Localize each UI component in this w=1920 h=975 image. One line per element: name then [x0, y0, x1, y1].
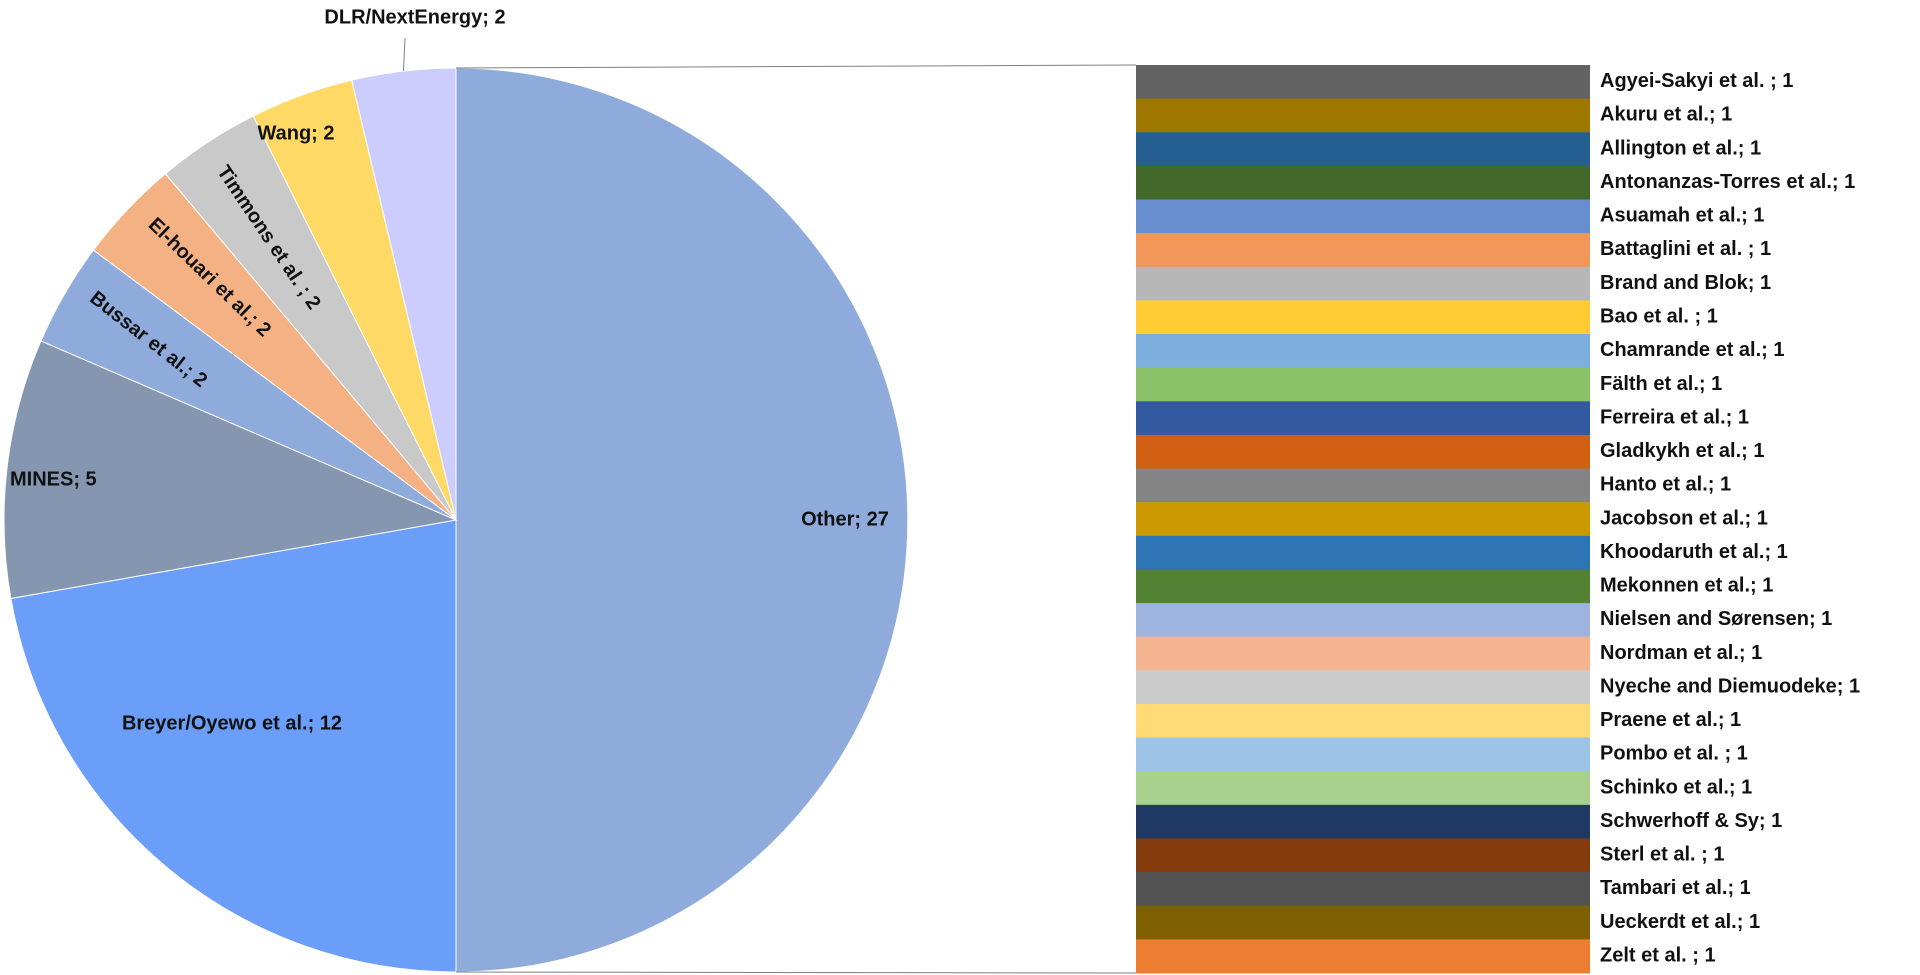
bar-segment-antonanzas-torres-et-al-1 [1136, 165, 1590, 201]
bar-label-battaglini-et-al-1: Battaglini et al. ; 1 [1600, 238, 1771, 260]
bar-label-schinko-et-al-1: Schinko et al.; 1 [1600, 776, 1752, 798]
bar-label-khoodaruth-et-al-1: Khoodaruth et al.; 1 [1600, 541, 1788, 563]
bar-segment-zelt-et-al-1 [1136, 939, 1590, 974]
bar-segment-f-lth-et-al-1 [1136, 367, 1590, 402]
bar-segment-akuru-et-al-1 [1136, 98, 1590, 133]
bar-label-jacobson-et-al-1: Jacobson et al.; 1 [1600, 507, 1768, 529]
bar-label-ueckerdt-et-al-1: Ueckerdt et al.; 1 [1600, 911, 1760, 933]
bar-label-tambari-et-al-1: Tambari et al.; 1 [1600, 877, 1751, 899]
bar-label-akuru-et-al-1: Akuru et al.; 1 [1600, 104, 1732, 126]
bar-segment-asuamah-et-al-1 [1136, 199, 1590, 234]
bar-segment-allington-et-al-1 [1136, 132, 1590, 167]
bar-segment-nyeche-and-diemuodeke-1 [1136, 670, 1590, 705]
bar-segment-sterl-et-al-1 [1136, 838, 1590, 873]
bar-label-zelt-et-al-1: Zelt et al. ; 1 [1600, 944, 1716, 966]
bar-label-bao-et-al-1: Bao et al. ; 1 [1600, 306, 1718, 328]
connector-lines [403, 37, 1137, 974]
bar-segment-praene-et-al-1 [1136, 703, 1590, 739]
bar-segment-ueckerdt-et-al-1 [1136, 905, 1590, 940]
bar-segment-hanto-et-al-1 [1136, 468, 1590, 503]
bar-segment-jacobson-et-al-1 [1136, 502, 1590, 537]
bar-label-f-lth-et-al-1: Fälth et al.; 1 [1600, 373, 1722, 395]
bar-segment-brand-and-blok-1 [1136, 266, 1590, 301]
breakdown-bar [1136, 65, 1590, 974]
bar-segment-pombo-et-al-1 [1136, 737, 1590, 772]
bar-segment-battaglini-et-al-1 [1136, 233, 1590, 268]
pie-slice-mines [3, 340, 458, 600]
connector-top [455, 64, 1137, 69]
pie-slice-breyer-oyewo-et-al [10, 519, 457, 973]
breakdown-labels: Agyei-Sakyi et al. ; 1 Akuru et al.; 1 All… [1600, 70, 1860, 966]
bar-label-chamrande-et-al-1: Chamrande et al.; 1 [1600, 339, 1785, 361]
pie-label-mines: MINES; 5 [10, 468, 97, 490]
bar-label-asuamah-et-al-1: Asuamah et al.; 1 [1600, 205, 1765, 227]
bar-label-allington-et-al-1: Allington et al.; 1 [1600, 137, 1761, 159]
connector-bottom [455, 971, 1137, 974]
pie-label-other: Other; 27 [801, 508, 889, 530]
bar-label-gladkykh-et-al-1: Gladkykh et al.; 1 [1600, 440, 1765, 462]
bar-segment-khoodaruth-et-al-1 [1136, 535, 1590, 570]
bar-label-brand-and-blok-1: Brand and Blok; 1 [1600, 272, 1771, 294]
bar-label-praene-et-al-1: Praene et al.; 1 [1600, 709, 1741, 731]
bar-label-nielsen-and-s-rensen-1: Nielsen and Sørensen; 1 [1600, 608, 1832, 630]
bar-label-antonanzas-torres-et-al-1: Antonanzas-Torres et al.; 1 [1600, 171, 1855, 193]
bar-segment-schwerhoff-sy-1 [1136, 804, 1590, 839]
bar-label-nyeche-and-diemuodeke-1: Nyeche and Diemuodeke; 1 [1600, 675, 1860, 697]
bar-segment-nordman-et-al-1 [1136, 636, 1590, 671]
bar-label-schwerhoff-sy-1: Schwerhoff & Sy; 1 [1600, 810, 1782, 832]
pie-slice-other [455, 67, 909, 973]
bar-label-sterl-et-al-1: Sterl et al. ; 1 [1600, 844, 1725, 866]
bar-segment-tambari-et-al-1 [1136, 872, 1590, 907]
bar-segment-nielsen-and-s-rensen-1 [1136, 603, 1590, 638]
pie-slices [3, 67, 909, 973]
bar-label-nordman-et-al-1: Nordman et al.; 1 [1600, 642, 1762, 664]
pie-label-wang: Wang; 2 [257, 122, 334, 144]
bar-label-agyei-sakyi-et-al-1: Agyei-Sakyi et al. ; 1 [1600, 70, 1793, 92]
bar-label-hanto-et-al-1: Hanto et al.; 1 [1600, 474, 1731, 496]
bar-label-pombo-et-al-1: Pombo et al. ; 1 [1600, 743, 1748, 765]
bar-segment-bao-et-al-1 [1136, 300, 1590, 335]
bar-segment-schinko-et-al-1 [1136, 771, 1590, 806]
bar-segment-agyei-sakyi-et-al-1 [1136, 65, 1590, 100]
bar-segment-mekonnen-et-al-1 [1136, 569, 1590, 604]
bar-segment-gladkykh-et-al-1 [1136, 434, 1590, 470]
leader-line-dlr-nextenergy [403, 37, 406, 72]
bar-label-ferreira-et-al-1: Ferreira et al.; 1 [1600, 406, 1749, 428]
pie-label-breyer-oyewo-et-al: Breyer/Oyewo et al.; 12 [122, 712, 342, 734]
bar-segment-chamrande-et-al-1 [1136, 334, 1590, 369]
bar-label-mekonnen-et-al-1: Mekonnen et al.; 1 [1600, 575, 1773, 597]
pie-label-dlr-nextenergy: DLR/NextEnergy; 2 [324, 6, 505, 28]
bar-segment-ferreira-et-al-1 [1136, 401, 1590, 436]
